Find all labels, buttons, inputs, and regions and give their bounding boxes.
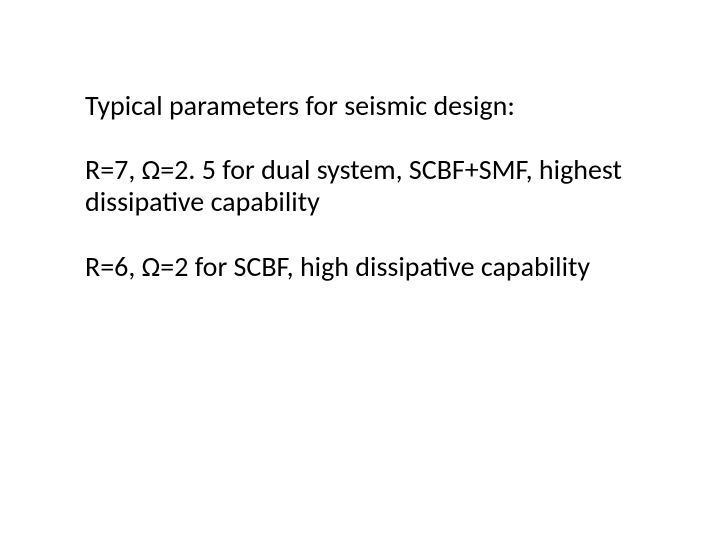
paragraph-param-2: R=6, Ω=2 for SCBF, high dissipative capa… <box>85 251 625 283</box>
paragraph-title: Typical parameters for seismic design: <box>85 90 625 122</box>
text-content: Typical parameters for seismic design: R… <box>85 90 625 283</box>
paragraph-param-1: R=7, Ω=2. 5 for dual system, SCBF+SMF, h… <box>85 154 625 218</box>
slide: Typical parameters for seismic design: R… <box>0 0 720 540</box>
